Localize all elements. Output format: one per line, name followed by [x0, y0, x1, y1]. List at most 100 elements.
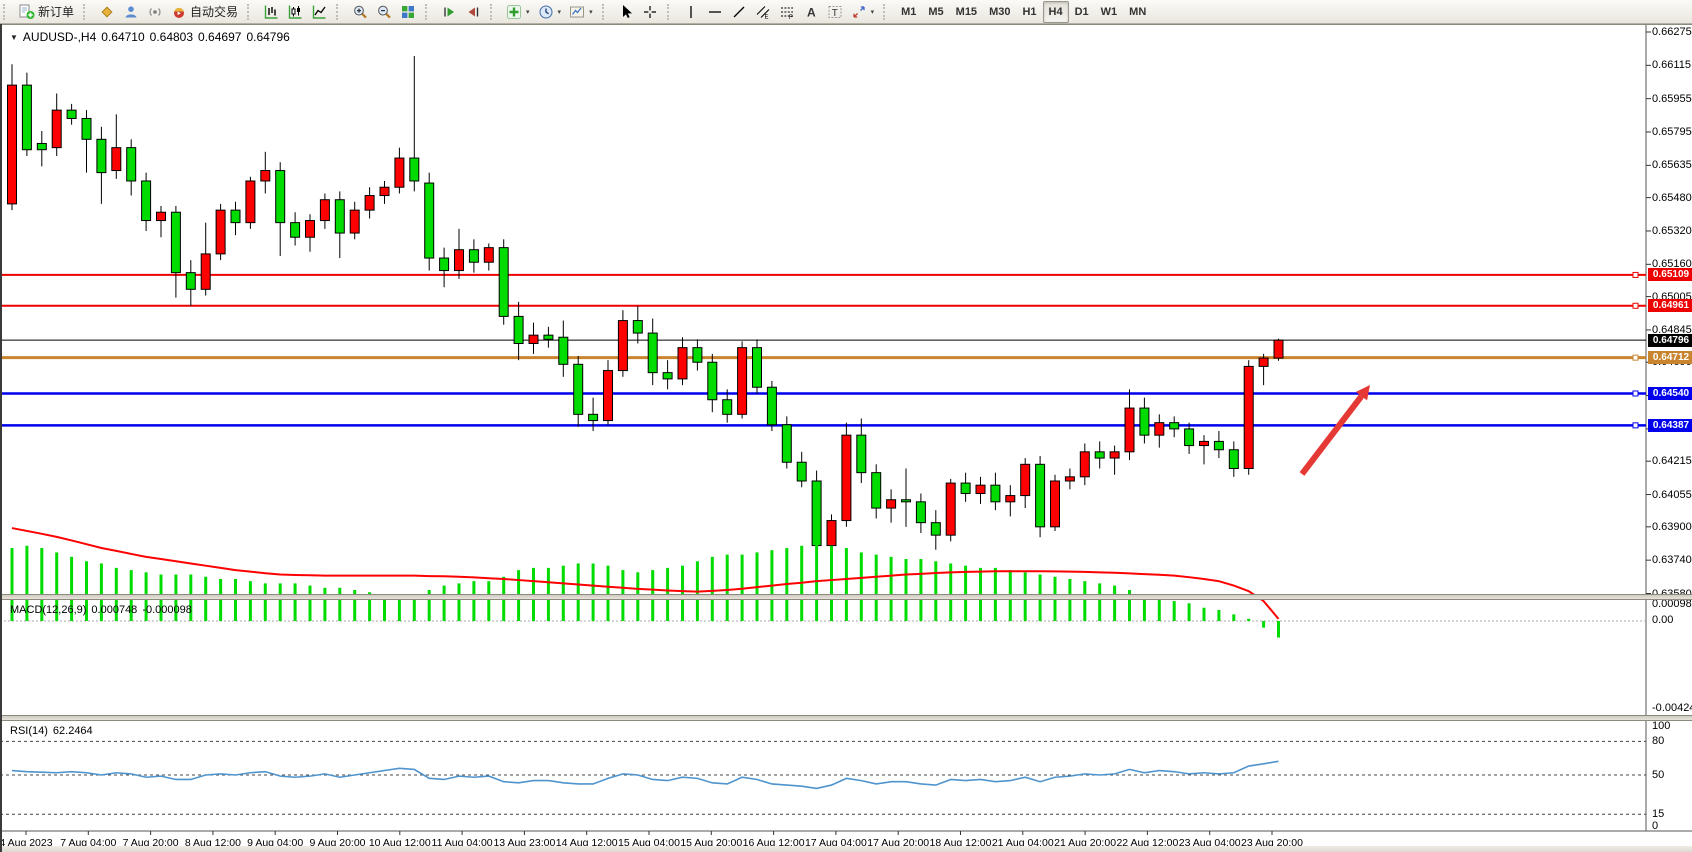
zoom-out-button[interactable]: [372, 1, 396, 23]
auto-scroll-icon: [441, 4, 457, 20]
macd-histogram-bar: [457, 583, 461, 621]
tf-m15-button[interactable]: M15: [950, 1, 983, 23]
candle: [1035, 463, 1046, 528]
vline-icon: [683, 4, 699, 20]
rsi-value: 62.2464: [52, 725, 93, 737]
price-line-label-0.65109: 0.65109: [1648, 268, 1692, 282]
time-axis-label: 11 Aug 04:00: [431, 837, 493, 849]
candle: [647, 332, 658, 374]
price-tick-label: 0.65635: [1652, 159, 1692, 172]
line-handle[interactable]: [1632, 354, 1639, 361]
tf-h4-button[interactable]: H4: [1042, 0, 1069, 23]
pane-separator-macd[interactable]: [0, 594, 1692, 600]
auto-scroll-button[interactable]: [437, 1, 461, 23]
rsi-axis-label: 50: [1652, 769, 1665, 781]
candlestick-chart-button[interactable]: [283, 1, 307, 23]
tf-mn-button[interactable]: MN: [1123, 1, 1152, 23]
line-handle[interactable]: [1632, 390, 1639, 397]
arrows-button[interactable]: ▾: [847, 1, 879, 23]
price-tick-label: 0.63740: [1652, 554, 1692, 567]
tf-d1-button[interactable]: D1: [1069, 1, 1095, 23]
candle: [930, 522, 941, 536]
macd-signal-line: [11, 527, 1280, 620]
signals-button[interactable]: [143, 1, 167, 23]
dropdown-caret-icon: ▾: [870, 8, 875, 16]
autotrading-button[interactable]: 自动交易: [167, 1, 242, 23]
candle: [990, 484, 1001, 503]
candle: [1124, 407, 1135, 453]
price-tick-label: 0.66115: [1652, 59, 1691, 72]
tf-h1-button[interactable]: H1: [1016, 1, 1042, 23]
tf-m30-button[interactable]: M30: [983, 1, 1016, 23]
line-chart-button[interactable]: [307, 1, 331, 23]
chart-shift-button[interactable]: [461, 1, 485, 23]
vertical-line-button[interactable]: [679, 1, 703, 23]
new-order-button[interactable]: 新订单: [15, 1, 78, 23]
candle: [409, 157, 420, 182]
cursor-button[interactable]: [614, 1, 638, 23]
price-chart-canvas[interactable]: [0, 25, 1692, 852]
macd-histogram-bar: [10, 547, 14, 621]
macd-histogram-bar: [323, 587, 327, 621]
candle: [766, 386, 777, 426]
macd-histogram-bar: [1277, 621, 1280, 638]
candle: [305, 220, 315, 238]
macd-histogram-bar: [263, 583, 267, 621]
main-toolbar: 新订单 自动交易 ▾ ▾ ▾ E F A T ▾ M1 M5 M15 M30 H1 H4 D1 W1 MN: [0, 0, 1692, 24]
chart-title: ▼ AUDUSD-,H4 0.64710 0.64803 0.64697 0.6…: [10, 30, 290, 44]
candle: [1154, 422, 1165, 436]
time-axis-label: 18 Aug 12:00: [929, 837, 992, 849]
line-handle[interactable]: [1632, 422, 1639, 429]
macd-histogram-bar: [1202, 607, 1206, 621]
zoom-in-button[interactable]: [348, 1, 372, 23]
candle: [886, 499, 897, 509]
candle: [945, 482, 956, 536]
text-label-button[interactable]: T: [823, 1, 847, 23]
line-handle[interactable]: [1632, 271, 1639, 278]
tf-w1-button[interactable]: W1: [1095, 1, 1124, 23]
candle: [722, 399, 733, 415]
tf-m5-button[interactable]: M5: [922, 1, 949, 23]
candle: [617, 320, 628, 372]
community-icon: [123, 4, 139, 20]
bar-chart-button[interactable]: [259, 1, 283, 23]
candle: [752, 347, 762, 388]
macd-histogram-bar: [1142, 594, 1146, 621]
macd-histogram-bar: [383, 594, 386, 621]
candle: [185, 272, 196, 290]
time-axis-label: 8 Aug 12:00: [184, 837, 241, 849]
trendline-button[interactable]: [727, 1, 751, 23]
symbol-dropdown-icon[interactable]: ▼: [10, 32, 18, 42]
macd-histogram-bar: [576, 563, 580, 621]
text-button[interactable]: A: [799, 1, 823, 23]
tile-windows-button[interactable]: [396, 1, 420, 23]
indicators-button[interactable]: ▾: [502, 1, 534, 23]
candle: [319, 199, 330, 222]
fibonacci-button[interactable]: F: [775, 1, 799, 23]
chart-shift-icon: [465, 4, 481, 20]
candle: [349, 209, 360, 234]
templates-button[interactable]: ▾: [565, 1, 597, 23]
equidistant-channel-button[interactable]: E: [751, 1, 775, 23]
toolbar-group-zoom: [346, 0, 422, 23]
tf-m5-button-label: M5: [928, 5, 944, 18]
macd-histogram-bar: [844, 547, 848, 621]
pane-separator-rsi[interactable]: [0, 715, 1692, 721]
text-icon: A: [803, 4, 819, 20]
crosshair-button[interactable]: [638, 1, 662, 23]
community-button[interactable]: [119, 1, 143, 23]
macd-histogram-bar: [859, 552, 863, 621]
line-handle[interactable]: [1632, 302, 1639, 309]
toolbar-grip: [425, 3, 432, 20]
periods-button[interactable]: ▾: [534, 1, 566, 23]
macd-histogram-bar: [368, 592, 372, 621]
tf-m1-button-label: M1: [901, 5, 917, 18]
toolbar-group-scroll: [435, 0, 487, 23]
horizontal-line-button[interactable]: [703, 1, 727, 23]
dropdown-caret-icon: ▾: [557, 8, 562, 16]
trend-arrow-head: [1355, 385, 1370, 401]
alerts-button[interactable]: [95, 1, 119, 23]
tf-m1-button[interactable]: M1: [895, 1, 922, 23]
macd-histogram-bar: [40, 547, 44, 621]
trend-arrow[interactable]: [1299, 394, 1364, 476]
